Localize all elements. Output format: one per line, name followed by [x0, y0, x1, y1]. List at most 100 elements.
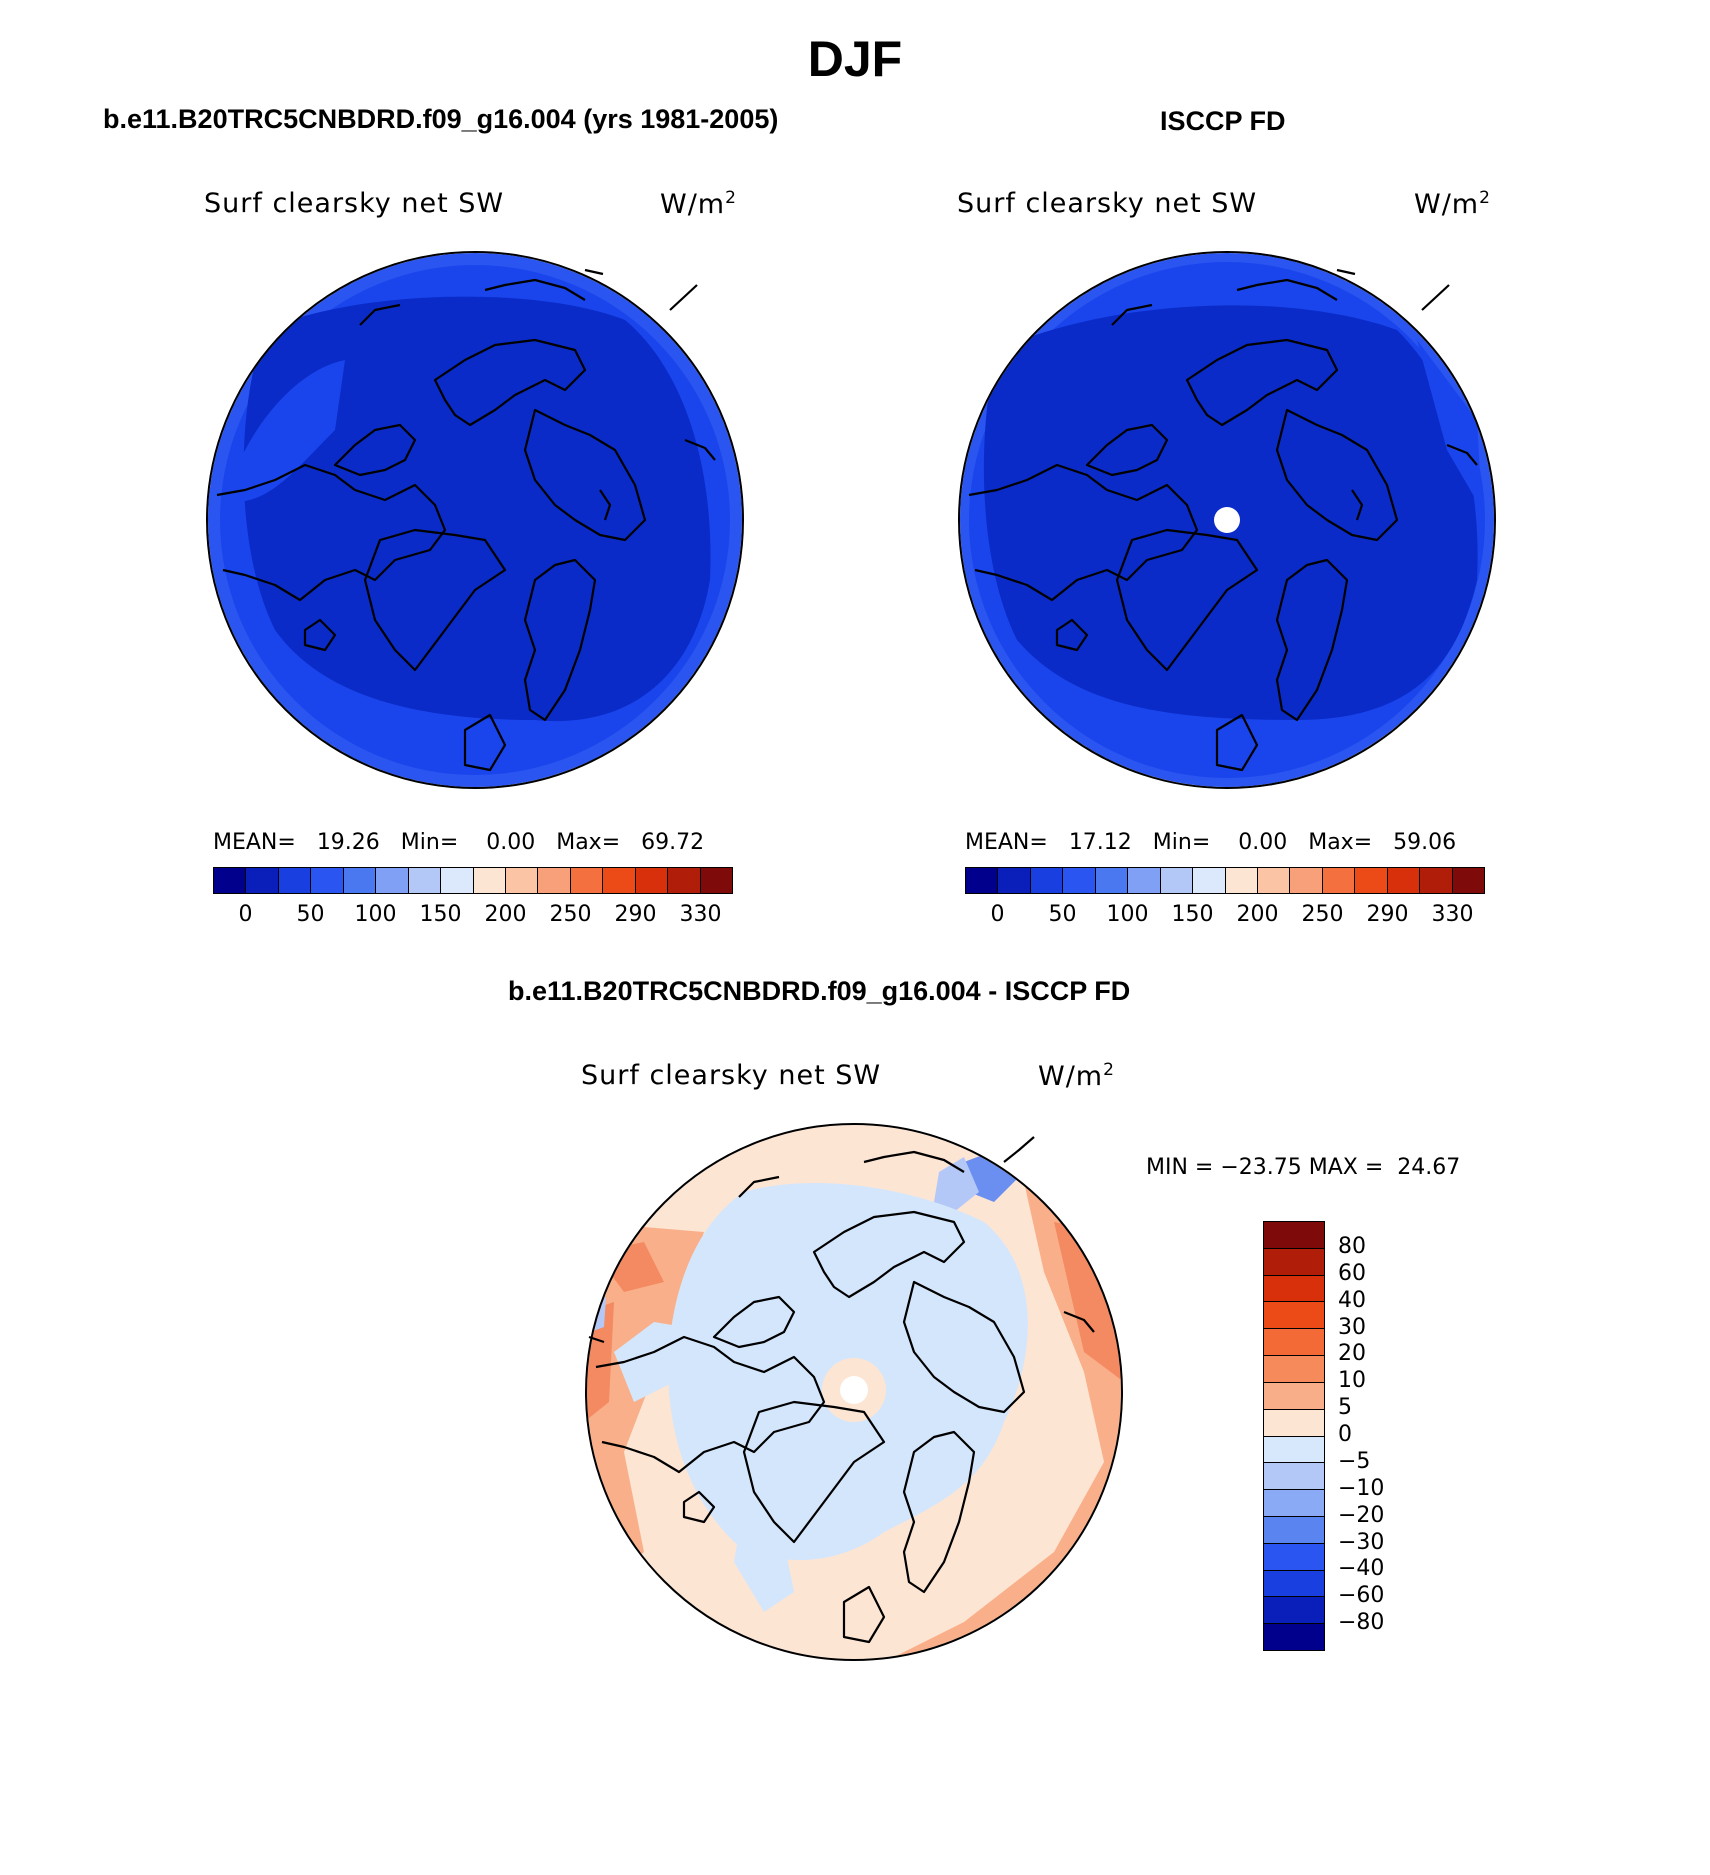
- diff-colorbar-tick-label: 10: [1338, 1368, 1366, 1394]
- panel-1-field-label: Surf clearsky net SW: [204, 188, 505, 219]
- diff-colorbar-tick-label: −20: [1338, 1502, 1385, 1528]
- diff-colorbar-cell: [1264, 1463, 1324, 1491]
- diff-minmax: MIN = −23.75 MAX = 24.67: [1146, 1155, 1461, 1180]
- diff-colorbar-cell: [1264, 1275, 1324, 1303]
- panel-1-colorbar-tick-label: 200: [484, 902, 527, 927]
- diff-colorbar-tick-label: −80: [1338, 1610, 1385, 1636]
- panel-2-colorbar-tick-label: 150: [1171, 902, 1214, 927]
- diff-colorbar-cell: [1264, 1382, 1324, 1410]
- panel-1-colorbar-cell: [214, 868, 247, 893]
- diff-colorbar-tick-label: 40: [1338, 1287, 1366, 1313]
- diff-units: W/m2: [1038, 1060, 1115, 1092]
- diff-colorbar-tick-label: −10: [1338, 1475, 1385, 1501]
- panel-2-colorbar-cell: [1257, 868, 1291, 893]
- panel-1-colorbar-cell: [505, 868, 539, 893]
- panel-2-colorbar-cell: [1063, 868, 1096, 893]
- panel-1-colorbar-cell: [570, 868, 604, 893]
- panel-1-colorbar-tick-label: 150: [419, 902, 462, 927]
- panel-2-colorbar-cell: [1420, 868, 1453, 893]
- panel-1-colorbar-cell: [246, 868, 279, 893]
- diff-colorbar-tick-label: 80: [1338, 1233, 1366, 1259]
- panel-2-colorbar-tick-label: 290: [1366, 902, 1409, 927]
- panel-2-colorbar-tick-label: 250: [1301, 902, 1344, 927]
- panel-2-colorbar-cell: [1387, 868, 1421, 893]
- panel-2-colorbar-cell: [998, 868, 1031, 893]
- diff-colorbar: [1263, 1221, 1325, 1651]
- panel-2-colorbar-cell: [1128, 868, 1161, 893]
- panel-2-colorbar-ticks: 0 50 100 150 200 250 290 330: [965, 902, 1485, 930]
- panel-2-colorbar-tick-label: 100: [1106, 902, 1149, 927]
- panel-1-colorbar-cell: [635, 868, 669, 893]
- panel-1-colorbar-tick-label: 0: [238, 902, 253, 927]
- panel-1-stats: MEAN= 19.26 Min= 0.00 Max= 69.72: [213, 830, 705, 855]
- diff-colorbar-tick-label: −40: [1338, 1556, 1385, 1582]
- panel-1-colorbar-cell: [668, 868, 701, 893]
- panel-1-colorbar-tick-label: 100: [354, 902, 397, 927]
- panel-1-inner-field: [243, 296, 711, 722]
- panel-2-colorbar-tick-label: 0: [990, 902, 1005, 927]
- diff-colorbar-cell: [1264, 1624, 1324, 1650]
- panel-2-units: W/m2: [1414, 188, 1491, 220]
- diff-colorbar-cell: [1264, 1490, 1324, 1517]
- panel-2-field-label: Surf clearsky net SW: [957, 188, 1258, 219]
- diff-colorbar-cell: [1264, 1329, 1324, 1357]
- panel-1-colorbar-cell: [603, 868, 636, 893]
- main-title: DJF: [807, 31, 903, 87]
- panel-2-colorbar-cell: [1160, 868, 1194, 893]
- panel-2-colorbar-tick-label: 200: [1236, 902, 1279, 927]
- diff-colorbar-cell: [1264, 1543, 1324, 1571]
- panel-1-colorbar-tick-label: 250: [549, 902, 592, 927]
- panel-1-coastlines: [216, 268, 716, 772]
- panel-2-stats: MEAN= 17.12 Min= 0.00 Max= 59.06: [965, 830, 1457, 855]
- panel-2-heading: ISCCP FD: [1160, 106, 1286, 136]
- diff-field-label: Surf clearsky net SW: [581, 1060, 882, 1091]
- panel-1-colorbar-cell: [441, 868, 474, 893]
- panel-1-heading: b.e11.B20TRC5CNBDRD.f09_g16.004 (yrs 198…: [103, 104, 779, 134]
- diff-colorbar-tick-label: 5: [1338, 1395, 1352, 1421]
- panel-2-colorbar-cell: [1095, 868, 1129, 893]
- panel-2-polar-map: [958, 251, 1496, 789]
- panel-1-colorbar-cell: [538, 868, 571, 893]
- panel-1-colorbar-cell: [473, 868, 506, 893]
- panel-2-colorbar: [965, 867, 1485, 894]
- diff-colorbar-tick-label: 0: [1338, 1422, 1352, 1447]
- panel-1-colorbar-tick-label: 50: [296, 902, 325, 927]
- panel-2-colorbar-cell: [1452, 868, 1484, 893]
- panel-2-pole-hole: [1214, 507, 1240, 533]
- panel-2-colorbar-cell: [1225, 868, 1258, 893]
- diff-colorbar-tick-label: −5: [1338, 1448, 1371, 1474]
- panel-1-colorbar-cell: [408, 868, 442, 893]
- diff-colorbar-cell: [1264, 1570, 1324, 1598]
- panel-1-colorbar: [213, 867, 733, 894]
- diff-pole-hole: [840, 1376, 868, 1404]
- diff-colorbar-cell: [1264, 1222, 1324, 1249]
- panel-2-coastlines: [968, 268, 1478, 772]
- panel-2-colorbar-tick-label: 50: [1048, 902, 1077, 927]
- diff-colorbar-cell: [1264, 1597, 1324, 1625]
- panel-1-colorbar-cell: [376, 868, 409, 893]
- panel-1-colorbar-cell: [700, 868, 732, 893]
- diff-colorbar-ticks: 80 60 40 30 20 10 5 0 −5 −10 −20 −30 −40 −60 −80: [1338, 1221, 1418, 1651]
- diff-colorbar-tick-label: 60: [1338, 1260, 1366, 1286]
- diff-colorbar-tick-label: 20: [1338, 1341, 1366, 1367]
- panel-1-colorbar-cell: [278, 868, 312, 893]
- diff-colorbar-cell: [1264, 1516, 1324, 1544]
- diff-coastlines: [588, 1136, 1095, 1644]
- diff-colorbar-cell: [1264, 1356, 1324, 1383]
- panel-1-colorbar-tick-label: 330: [679, 902, 722, 927]
- diff-heading: b.e11.B20TRC5CNBDRD.f09_g16.004 - ISCCP …: [508, 976, 1131, 1006]
- panel-1-colorbar-ticks: 0 50 100 150 200 250 290 330: [213, 902, 733, 930]
- panel-1-units: W/m2: [660, 188, 737, 220]
- diff-polar-map: [585, 1123, 1123, 1661]
- panel-1-colorbar-cell: [311, 868, 344, 893]
- panel-2-colorbar-cell: [1322, 868, 1356, 893]
- diff-colorbar-cell: [1264, 1248, 1324, 1276]
- diff-colorbar-tick-label: −60: [1338, 1583, 1385, 1609]
- panel-2-colorbar-cell: [1290, 868, 1323, 893]
- diff-colorbar-tick-label: 30: [1338, 1314, 1366, 1340]
- panel-1-polar-map: [206, 251, 744, 789]
- diff-colorbar-tick-label: −30: [1338, 1529, 1385, 1555]
- panel-2-colorbar-cell: [1193, 868, 1226, 893]
- panel-2-colorbar-tick-label: 330: [1431, 902, 1474, 927]
- diff-colorbar-cell: [1264, 1302, 1324, 1330]
